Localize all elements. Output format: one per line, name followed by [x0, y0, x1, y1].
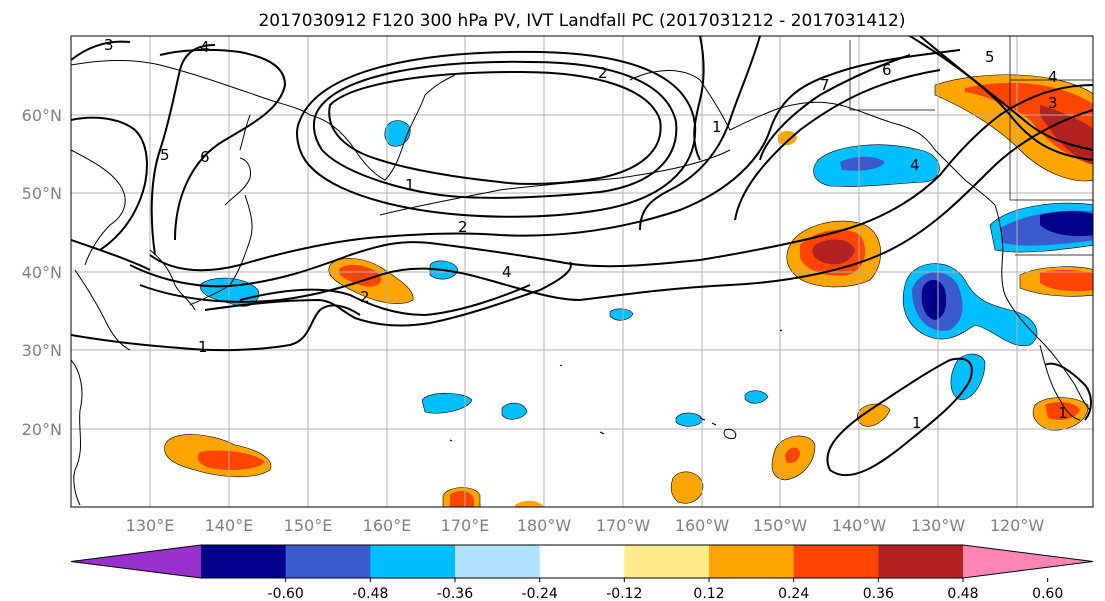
colorbar-tick-label: 0.36 — [863, 586, 894, 601]
colorbar-tick-label: -0.24 — [522, 586, 558, 601]
contour-label: 1 — [712, 118, 722, 136]
colorbar-tick-label: -0.48 — [352, 586, 388, 601]
contour-label: 7 — [820, 76, 830, 94]
contour-label: 4 — [910, 156, 920, 174]
pv-contours — [71, 36, 1093, 477]
colorbar-swatch — [201, 545, 287, 578]
colorbar-tick-label: -0.60 — [268, 586, 304, 601]
colorbar-swatch — [624, 545, 710, 578]
contour-label: 3 — [104, 36, 114, 54]
lat-label: 20°N — [22, 420, 62, 439]
lat-label: 60°N — [22, 106, 62, 125]
contour-label: 5 — [985, 48, 995, 66]
lon-label: 180°W — [517, 516, 572, 535]
contour-label: 1 — [1058, 404, 1068, 422]
lon-label: 170°W — [596, 516, 651, 535]
colorbar-extend-max — [963, 545, 1093, 578]
colorbar: -0.60 -0.48 -0.36 -0.24 -0.12 0.12 0.24 0.36 0.4… — [70, 544, 1094, 601]
contour-label: 1 — [405, 176, 415, 194]
contour-label: 1 — [198, 338, 208, 356]
colorbar-tick-label: 0.12 — [693, 586, 724, 601]
colorbar-swatch — [878, 545, 964, 578]
contour-label: 2 — [598, 64, 608, 82]
contour-label: 3 — [1048, 94, 1058, 112]
colorbar-swatch — [370, 545, 456, 578]
colorbar-tick-label: 0.48 — [947, 586, 978, 601]
lon-label: 140°W — [832, 516, 887, 535]
lon-label: 150°W — [753, 516, 808, 535]
lat-label: 40°N — [22, 263, 62, 282]
lon-label: 160°W — [675, 516, 730, 535]
colorbar-swatch — [539, 545, 625, 578]
colorbar-swatch — [793, 545, 879, 578]
lat-label: 30°N — [22, 341, 62, 360]
contour-label: 5 — [160, 146, 170, 164]
lon-label: 130°E — [126, 516, 175, 535]
latitude-labels: 60°N 50°N 40°N 30°N 20°N — [22, 106, 62, 439]
colorbar-swatch — [455, 545, 541, 578]
colorbar-extend-min — [71, 545, 201, 578]
contour-label: 4 — [200, 38, 210, 56]
lon-label: 140°E — [205, 516, 254, 535]
lat-label: 50°N — [22, 184, 62, 203]
contour-label: 2 — [360, 288, 370, 306]
lon-label: 120°W — [990, 516, 1045, 535]
pv-shading — [164, 74, 1093, 507]
contour-label: 4 — [502, 263, 512, 281]
lon-label: 150°E — [284, 516, 333, 535]
colorbar-tick-label: -0.12 — [606, 586, 642, 601]
contour-labels: 3 4 5 6 2 1 2 4 1 2 1 7 6 5 4 3 1 1 4 — [104, 36, 1068, 432]
colorbar-swatch — [285, 545, 371, 578]
colorbar-tick-label: 0.24 — [778, 586, 809, 601]
longitude-labels: 130°E 140°E 150°E 160°E 170°E 180°W 170°… — [126, 516, 1045, 535]
colorbar-outline — [70, 544, 1094, 579]
contour-label: 4 — [1048, 68, 1058, 86]
map-area: 3 4 5 6 2 1 2 4 1 2 1 7 6 5 4 3 1 1 4 — [71, 36, 1093, 507]
contour-label: 6 — [882, 61, 892, 79]
colorbar-swatch — [709, 545, 795, 578]
colorbar-tick-label: 0.60 — [1032, 586, 1063, 601]
contour-label: 2 — [458, 218, 468, 236]
contour-label: 6 — [200, 148, 210, 166]
lon-label: 170°E — [441, 516, 490, 535]
map-frame — [70, 35, 1094, 508]
map-title: 2017030912 F120 300 hPa PV, IVT Landfall… — [258, 11, 905, 31]
lon-label: 130°W — [911, 516, 966, 535]
lon-label: 160°E — [363, 516, 412, 535]
colorbar-tick-label: -0.36 — [437, 586, 473, 601]
contour-label: 1 — [912, 414, 922, 432]
gridlines — [71, 36, 1093, 507]
